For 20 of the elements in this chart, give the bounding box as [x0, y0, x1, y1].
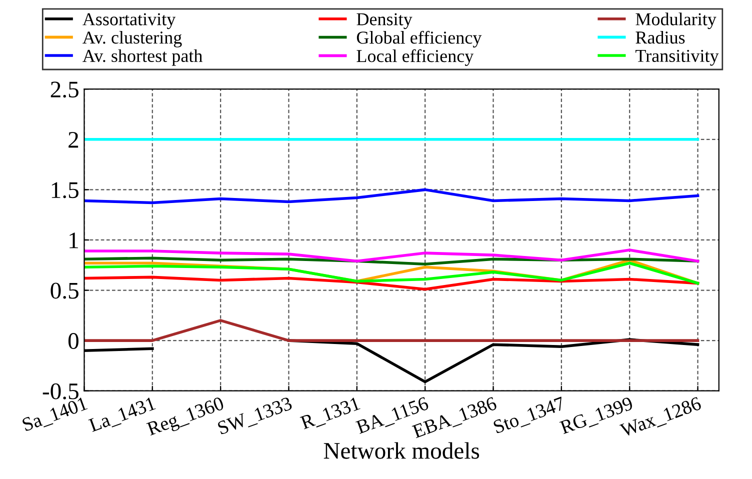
legend-label: Assortativity: [82, 13, 176, 30]
line-series: [84, 248, 700, 262]
y-tick-label: 1: [70, 232, 78, 248]
y-tick-label: 0: [68, 333, 78, 349]
y-tick-label: -0.5: [42, 383, 78, 400]
legend-label: Modularity: [636, 12, 716, 30]
y-tick-label: 1.5: [52, 182, 78, 198]
legend-label: Local efficiency: [356, 49, 474, 66]
legend-label: Density: [356, 13, 412, 30]
line-series: [84, 188, 700, 204]
x-axis-title: Network models: [324, 442, 480, 459]
legend-label: Av. clustering: [82, 30, 182, 48]
legend-label: Radius: [636, 30, 685, 44]
legend-label: Av. shortest path: [82, 49, 202, 66]
y-tick-label: 2: [68, 132, 78, 148]
y-tick-label: 0.5: [50, 282, 78, 299]
legend-label: Transitivity: [636, 50, 719, 66]
legend-label: Global efficiency: [356, 30, 482, 48]
line-series: [84, 276, 700, 291]
y-tick-label: 2.5: [50, 82, 78, 98]
